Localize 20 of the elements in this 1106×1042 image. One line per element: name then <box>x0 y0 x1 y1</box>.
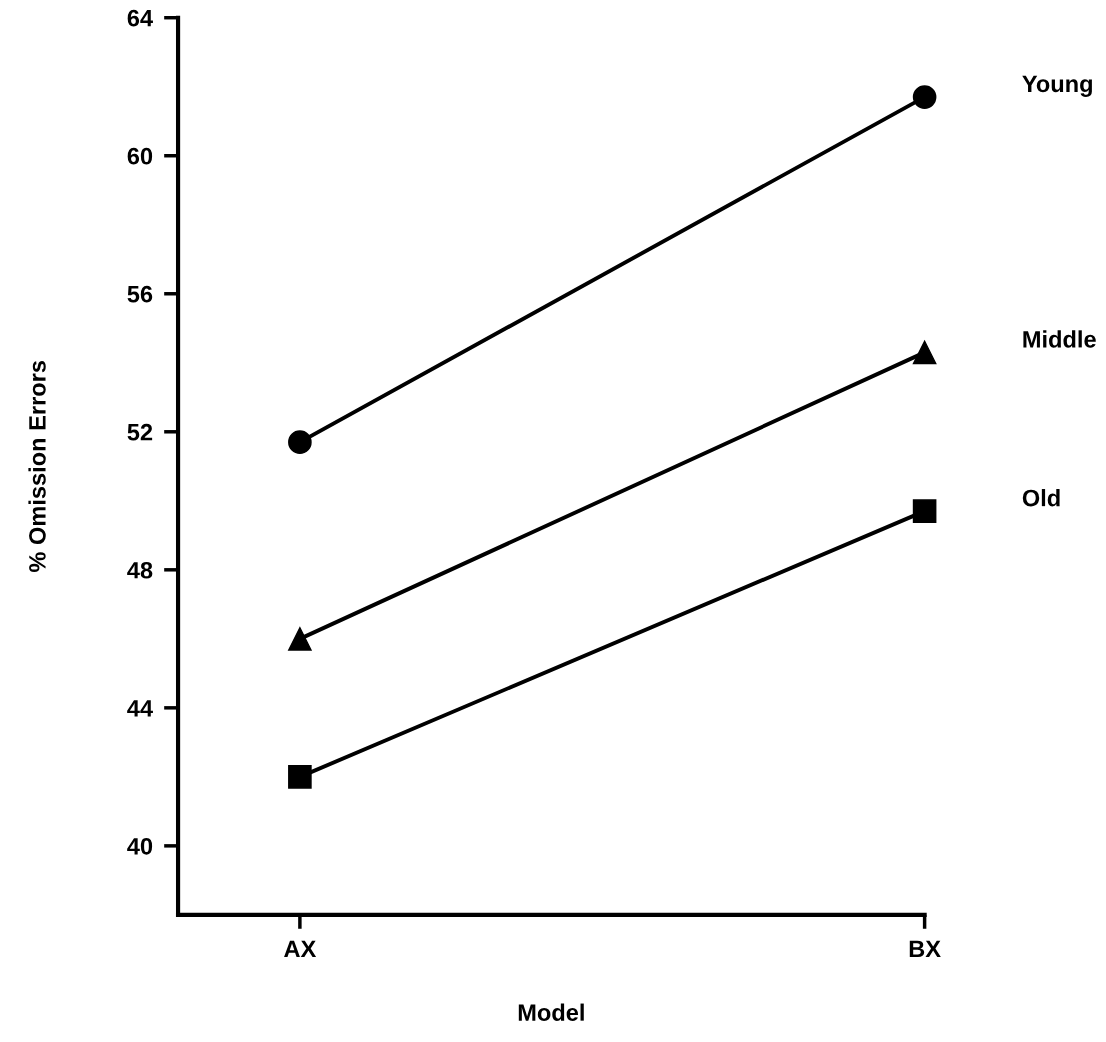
x-tick-label: BX <box>909 940 941 957</box>
x-axis-title: Model <box>518 1003 584 1021</box>
y-tick-label: 44 <box>127 700 153 717</box>
point <box>912 340 937 365</box>
y-tick-label: 60 <box>127 147 153 165</box>
point <box>912 85 937 109</box>
point <box>288 765 312 789</box>
text: Young <box>1022 75 1092 97</box>
y-tick-label: 52 <box>127 423 153 441</box>
x-tick-label: AX <box>284 940 317 957</box>
y-tick-label: 64 <box>127 9 153 27</box>
point <box>288 430 312 454</box>
y-tick-label: 56 <box>127 285 153 303</box>
text: Old <box>1022 489 1060 507</box>
point <box>288 627 312 651</box>
y-tick-label: 48 <box>127 561 153 579</box>
y-tick-label: 40 <box>127 837 153 855</box>
y-axis-title: % Omission Errors <box>28 360 46 572</box>
text: Middle <box>1023 330 1096 348</box>
point <box>912 499 937 523</box>
